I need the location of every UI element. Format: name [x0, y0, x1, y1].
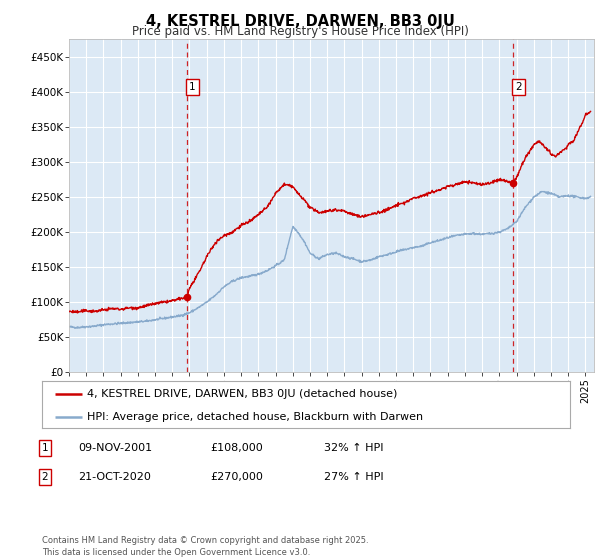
Text: 1: 1 — [41, 443, 49, 453]
Text: 27% ↑ HPI: 27% ↑ HPI — [324, 472, 383, 482]
Text: £108,000: £108,000 — [210, 443, 263, 453]
Text: Price paid vs. HM Land Registry's House Price Index (HPI): Price paid vs. HM Land Registry's House … — [131, 25, 469, 38]
Text: 21-OCT-2020: 21-OCT-2020 — [78, 472, 151, 482]
Text: HPI: Average price, detached house, Blackburn with Darwen: HPI: Average price, detached house, Blac… — [87, 412, 423, 422]
Text: Contains HM Land Registry data © Crown copyright and database right 2025.
This d: Contains HM Land Registry data © Crown c… — [42, 536, 368, 557]
Text: 09-NOV-2001: 09-NOV-2001 — [78, 443, 152, 453]
Text: 2: 2 — [41, 472, 49, 482]
Text: 32% ↑ HPI: 32% ↑ HPI — [324, 443, 383, 453]
Text: 1: 1 — [189, 82, 196, 92]
Text: 2: 2 — [515, 82, 522, 92]
Text: 4, KESTREL DRIVE, DARWEN, BB3 0JU (detached house): 4, KESTREL DRIVE, DARWEN, BB3 0JU (detac… — [87, 389, 397, 399]
Text: £270,000: £270,000 — [210, 472, 263, 482]
Text: 4, KESTREL DRIVE, DARWEN, BB3 0JU: 4, KESTREL DRIVE, DARWEN, BB3 0JU — [146, 14, 454, 29]
